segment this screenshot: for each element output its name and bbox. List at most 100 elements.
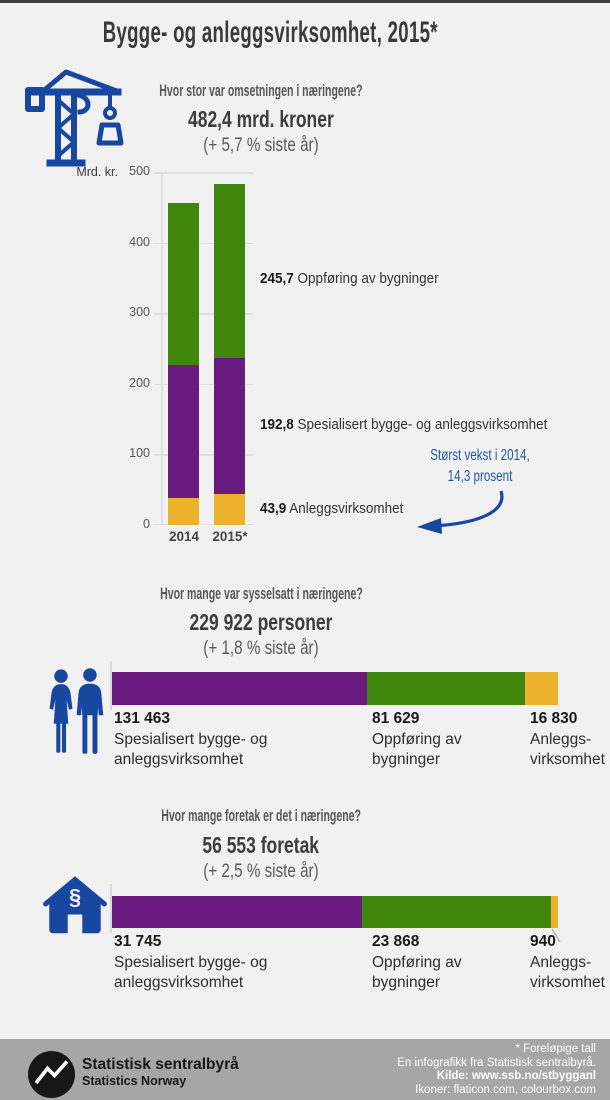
segment-2014-oppforing [168, 203, 199, 365]
omsetning-change-text: (+ 5,7 % siste år) [203, 134, 319, 156]
sysselsatt-label-anlegg: 16 830 Anleggs-virksomhet [530, 710, 610, 771]
foretak-name-anlegg: Anleggs-virksomhet [530, 954, 605, 992]
top-border [0, 0, 610, 3]
sysselsatt-headline-text: 229 922 personer [189, 609, 333, 635]
sysselsatt-label-oppforing: 81 629 Oppføring av bygninger [372, 710, 507, 771]
sysselsatt-value-oppforing: 81 629 [372, 710, 420, 727]
foretak-value-spesialisert: 31 745 [114, 933, 162, 950]
y-tick-300: 300 [129, 305, 150, 320]
sysselsatt-change-text: (+ 1,8 % siste år) [203, 637, 319, 659]
sysselsatt-question-text: Hvor mange var sysselsatt i næringene? [159, 584, 363, 603]
foretak-segment-spesialisert [112, 896, 363, 928]
sysselsatt-stacked-bar [112, 672, 558, 705]
bar-2015 [214, 184, 245, 525]
foretak-name-oppforing: Oppføring av bygninger [372, 954, 462, 992]
foretak-label-anlegg: 940 Anleggs-virksomhet [530, 933, 610, 994]
gridline-200 [154, 383, 253, 386]
segment-2014-spesialisert [168, 364, 199, 498]
foretak-value-oppforing: 23 868 [372, 933, 420, 950]
foretak-change: (+ 2,5 % siste år) [0, 860, 522, 883]
sysselsatt-value-spesialisert: 131 463 [114, 710, 171, 727]
y-tick-500: 500 [129, 164, 150, 178]
ssb-logo [28, 1051, 75, 1098]
foretak-value-anlegg: 940 [530, 933, 556, 950]
y-axis-unit-label: Mrd. kr. [76, 165, 118, 179]
segment-2015-spesialisert [214, 357, 245, 494]
sysselsatt-segment-oppforing [367, 672, 526, 705]
omsetning-question-text: Hvor stor var omsetningen i næringene? [159, 81, 363, 100]
label-anlegg-name: Anleggsvirksomhet [289, 500, 404, 517]
footer-note-icons: Ikoner: flaticon.com, colourbox.com [415, 1083, 596, 1096]
page-title-text: Bygge- og anleggsvirksomhet, 2015* [102, 16, 438, 49]
footer-credits: * Foreløpige tall En infografikk fra Sta… [397, 1043, 596, 1097]
gridline-300 [154, 313, 253, 315]
sysselsatt-name-anlegg: Anleggs-virksomhet [530, 731, 605, 769]
omsetning-change: (+ 5,7 % siste år) [0, 134, 522, 157]
page-title: Bygge- og anleggsvirksomhet, 2015* [0, 16, 522, 50]
footer-org-name: Statistisk sentralbyrå [82, 1056, 239, 1073]
omsetning-headline: 482,4 mrd. kroner [0, 106, 522, 133]
omsetning-question: Hvor stor var omsetningen i næringene? [0, 81, 522, 101]
two-persons-icon [49, 668, 104, 754]
foretak-headline-text: 56 553 foretak [202, 832, 320, 858]
foretak-question-text: Hvor mange foretak er det i næringene? [161, 806, 361, 825]
sysselsatt-name-spesialisert: Spesialisert bygge- og anleggsvirksomhet [114, 731, 268, 769]
gridline-100 [154, 454, 253, 456]
label-anlegg: 43,9 Anleggsvirksomhet [260, 500, 403, 517]
bar-start-axis-2 [110, 884, 112, 933]
omsetning-stacked-bar-chart: 500 400 300 200 100 0 2014 2015* [129, 164, 253, 544]
label-oppforing-value: 245,7 [260, 270, 294, 287]
foretak-change-text: (+ 2,5 % siste år) [203, 860, 319, 882]
growth-annotation-line2: 14,3 prosent [447, 468, 513, 485]
segment-2015-anlegg [214, 494, 245, 525]
growth-annotation-line1: Størst vekst i 2014, [430, 447, 530, 464]
foretak-name-spesialisert: Spesialisert bygge- og anleggsvirksomhet [114, 954, 268, 992]
house-paragraph-icon: § [43, 876, 107, 934]
sysselsatt-segment-spesialisert [112, 672, 368, 705]
label-oppforing-name: Oppføring av bygninger [297, 270, 439, 287]
x-label-2015: 2015* [212, 529, 248, 544]
y-axis-line [161, 172, 163, 525]
y-tick-200: 200 [129, 375, 150, 390]
foretak-segment-anlegg [550, 896, 558, 928]
footer-note-preliminary: * Foreløpige tall [515, 1043, 596, 1055]
footer-note-infographic: En infografikk fra Statistisk sentralbyr… [397, 1056, 596, 1069]
callout-line [551, 928, 561, 943]
curved-arrow-icon [417, 490, 504, 534]
foretak-stacked-bar [112, 896, 558, 928]
label-spesialisert-value: 192,8 [260, 416, 294, 433]
footer: Statistisk sentralbyrå Statistics Norway… [0, 1039, 610, 1100]
paragraph-glyph: § [69, 885, 81, 910]
bar-2014 [168, 203, 199, 525]
foretak-segment-oppforing [362, 896, 551, 928]
gridline-0 [154, 523, 253, 525]
gridline-400 [154, 242, 253, 245]
foretak-label-oppforing: 23 868 Oppføring av bygninger [372, 933, 507, 994]
sysselsatt-segment-anlegg [525, 672, 558, 705]
label-spesialisert: 192,8 Spesialisert bygge- og anleggsvirk… [260, 416, 547, 433]
gridline-500 [154, 172, 253, 174]
bar-start-axis [110, 661, 112, 710]
segment-2014-anlegg [168, 497, 199, 525]
y-tick-400: 400 [129, 234, 150, 249]
x-label-2014: 2014 [168, 529, 200, 544]
label-spesialisert-name: Spesialisert bygge- og anleggsvirksomhet [297, 416, 548, 433]
y-tick-0: 0 [143, 517, 150, 531]
omsetning-headline-text: 482,4 mrd. kroner [188, 106, 334, 132]
foretak-headline: 56 553 foretak [0, 832, 522, 859]
tower-crane-icon [25, 69, 124, 167]
sysselsatt-name-oppforing: Oppføring av bygninger [372, 731, 462, 769]
sysselsatt-value-anlegg: 16 830 [530, 710, 578, 727]
segment-2015-oppforing [214, 184, 245, 358]
foretak-question: Hvor mange foretak er det i næringene? [0, 806, 522, 826]
y-tick-100: 100 [129, 446, 150, 461]
footer-note-source: Kilde: www.ssb.no/stbygganl [436, 1070, 596, 1083]
sysselsatt-headline: 229 922 personer [0, 609, 522, 636]
sysselsatt-label-spesialisert: 131 463 Spesialisert bygge- og anleggsvi… [114, 710, 349, 771]
sysselsatt-change: (+ 1,8 % siste år) [0, 637, 522, 660]
foretak-label-spesialisert: 31 745 Spesialisert bygge- og anleggsvir… [114, 933, 349, 994]
footer-org-name-en: Statistics Norway [82, 1074, 187, 1088]
label-oppforing: 245,7 Oppføring av bygninger [260, 270, 439, 287]
sysselsatt-question: Hvor mange var sysselsatt i næringene? [0, 584, 522, 604]
